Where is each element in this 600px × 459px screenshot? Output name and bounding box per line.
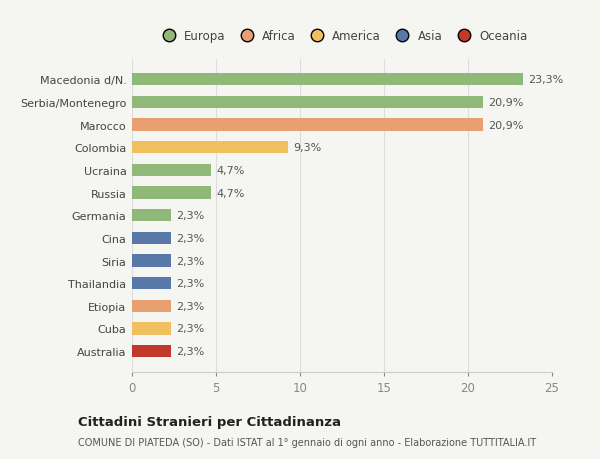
Bar (132, 209, 170, 222)
Bar (132, 96, 483, 109)
Bar (132, 277, 170, 290)
Text: 2,3%: 2,3% (176, 256, 204, 266)
Bar (132, 300, 170, 313)
Bar (132, 187, 211, 199)
Text: 9,3%: 9,3% (293, 143, 322, 153)
Text: COMUNE DI PIATEDA (SO) - Dati ISTAT al 1° gennaio di ogni anno - Elaborazione TU: COMUNE DI PIATEDA (SO) - Dati ISTAT al 1… (78, 437, 536, 447)
Text: 2,3%: 2,3% (176, 347, 204, 356)
Bar (132, 323, 170, 335)
Text: Cittadini Stranieri per Cittadinanza: Cittadini Stranieri per Cittadinanza (78, 415, 341, 428)
Text: 2,3%: 2,3% (176, 279, 204, 289)
Text: 4,7%: 4,7% (216, 166, 244, 175)
Text: 2,3%: 2,3% (176, 324, 204, 334)
Bar (132, 345, 170, 358)
Text: 2,3%: 2,3% (176, 211, 204, 221)
Bar (132, 74, 523, 86)
Bar (132, 119, 483, 132)
Text: 4,7%: 4,7% (216, 188, 244, 198)
Text: 20,9%: 20,9% (488, 98, 524, 108)
Bar (132, 142, 288, 154)
Legend: Europa, Africa, America, Asia, Oceania: Europa, Africa, America, Asia, Oceania (152, 25, 532, 47)
Text: 2,3%: 2,3% (176, 301, 204, 311)
Text: 2,3%: 2,3% (176, 233, 204, 243)
Text: 20,9%: 20,9% (488, 120, 524, 130)
Bar (132, 164, 211, 177)
Bar (132, 255, 170, 267)
Bar (132, 232, 170, 245)
Text: 23,3%: 23,3% (529, 75, 564, 85)
